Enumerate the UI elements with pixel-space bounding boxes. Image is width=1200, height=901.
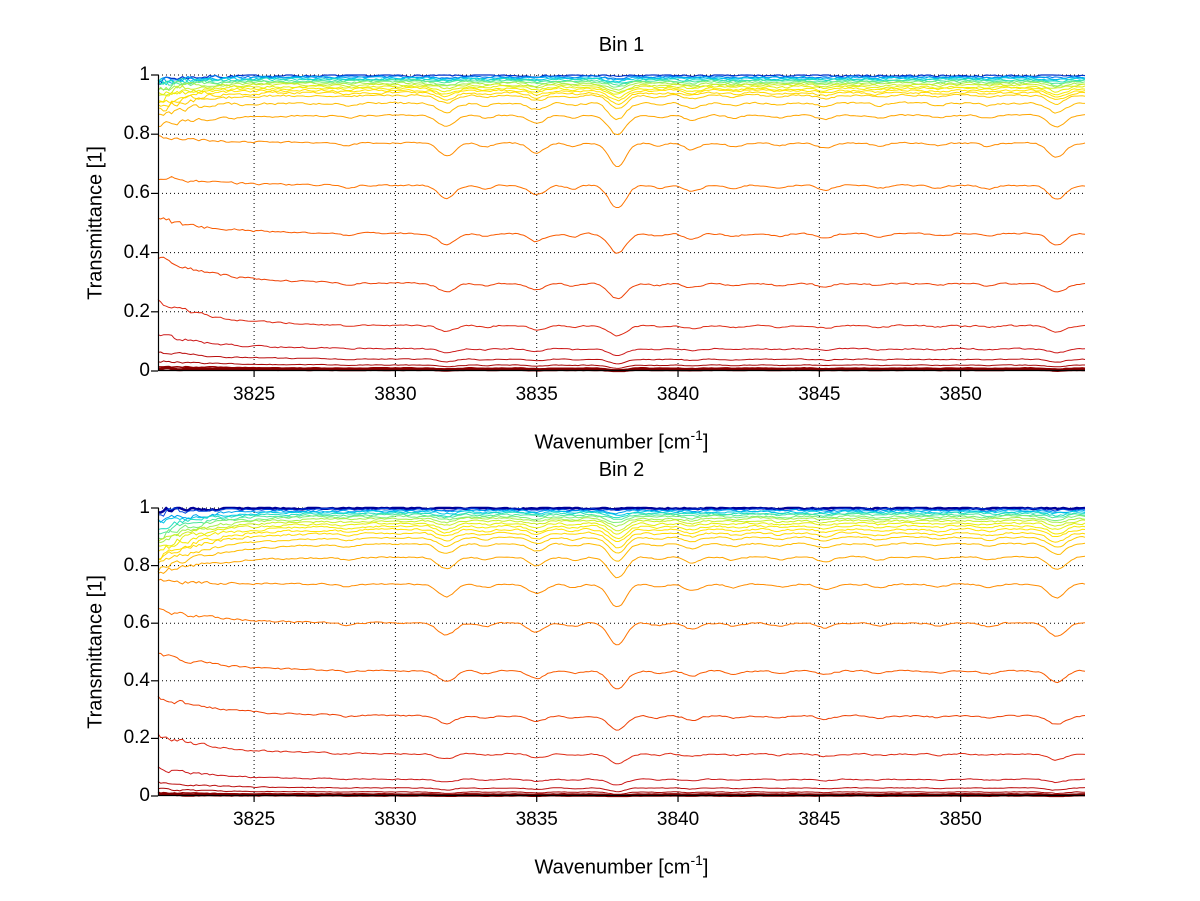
spectrum-curve xyxy=(157,507,1086,517)
spectrum-curve xyxy=(157,77,1086,85)
subplot1-x-axis-label: Wavenumber [cm-1] xyxy=(158,424,1085,455)
spectrum-curve xyxy=(157,101,1086,121)
subplot2-x-axis-label: Wavenumber [cm-1] xyxy=(158,849,1085,880)
spectrum-curve xyxy=(157,256,1086,300)
spectrum-curve xyxy=(157,510,1086,524)
y-tick-label: 0.8 xyxy=(123,554,150,576)
spectrum-curve xyxy=(157,86,1086,103)
spectrum-curve xyxy=(157,84,1086,96)
spectrum-curve xyxy=(157,299,1086,337)
y-tick-label: 0.2 xyxy=(123,300,150,322)
spectrum-curve xyxy=(157,176,1086,208)
subplot2-plot-area xyxy=(151,506,1086,802)
x-tick-label: 3835 xyxy=(515,809,558,830)
y-tick-label: 1 xyxy=(139,64,150,85)
spectrum-curve xyxy=(157,74,1086,85)
subplot2-x-label-close: ] xyxy=(702,856,709,879)
x-tick-label: 3850 xyxy=(939,384,982,405)
x-tick-label: 3840 xyxy=(656,384,700,405)
spectrum-curve xyxy=(157,536,1086,564)
spectrum-curve xyxy=(157,75,1086,85)
spectrum-curve xyxy=(157,135,1086,167)
x-tick-label: 3850 xyxy=(939,809,982,830)
x-tick-label: 3840 xyxy=(656,809,700,830)
spectrum-curve xyxy=(157,652,1086,690)
x-tick-label: 3830 xyxy=(374,384,417,405)
spectrum-curve xyxy=(157,514,1086,540)
spectrum-curve xyxy=(157,787,1086,795)
x-tick-label: 3845 xyxy=(798,384,841,405)
x-tick-label: 3845 xyxy=(798,809,841,830)
subplot1-y-axis-label: Transmittance [1] xyxy=(84,146,107,300)
spectrum-curve xyxy=(157,217,1086,254)
spectrum-curve xyxy=(157,766,1086,786)
spectrum-curve xyxy=(157,555,1086,579)
spectrum-curve xyxy=(157,351,1086,365)
y-tick-label: 0.6 xyxy=(123,612,150,634)
subplot2-x-label-sup: -1 xyxy=(690,852,703,868)
x-tick-label: 3825 xyxy=(232,809,276,830)
subplot2-y-axis-label: Transmittance [1] xyxy=(84,575,107,729)
spectrum-curve xyxy=(157,360,1085,369)
y-tick-label: 0.6 xyxy=(123,182,150,204)
spectrum-curve xyxy=(157,531,1086,560)
spectrum-curve xyxy=(157,516,1086,543)
spectrum-curve xyxy=(158,521,1086,547)
x-tick-label: 3825 xyxy=(232,384,276,405)
spectrum-curve xyxy=(157,524,1086,553)
subplot2-title: Bin 2 xyxy=(598,459,645,481)
spectrum-curve xyxy=(157,527,1086,561)
subplot2-x-label-text: Wavenumber [cm xyxy=(534,856,691,879)
spectrum-curve xyxy=(157,508,1086,523)
subplot1-x-label-close: ] xyxy=(702,431,709,454)
y-tick-label: 0.4 xyxy=(123,669,150,691)
spectrum-curve xyxy=(157,93,1086,112)
y-tick-label: 0 xyxy=(139,360,150,381)
x-tick-label: 3830 xyxy=(374,809,417,830)
subplot1-x-label-sup: -1 xyxy=(690,427,703,443)
subplot1-title: Bin 1 xyxy=(598,34,645,56)
spectrum-curve xyxy=(157,519,1086,542)
y-tick-label: 0.8 xyxy=(123,123,150,145)
y-tick-label: 1 xyxy=(139,497,150,518)
spectrum-curve xyxy=(157,511,1086,531)
spectrum-curve xyxy=(157,607,1086,646)
spectrum-curve xyxy=(157,80,1086,91)
x-tick-label: 3835 xyxy=(515,384,558,405)
y-tick-label: 0 xyxy=(139,785,150,806)
spectrum-curve xyxy=(157,91,1086,108)
spectrum-curve xyxy=(157,695,1086,731)
spectrum-curve xyxy=(157,733,1086,765)
spectrum-curve xyxy=(157,542,1086,573)
spectrum-curve xyxy=(157,781,1086,793)
subplot1-plot-area xyxy=(151,74,1086,377)
spectrum-curve xyxy=(157,578,1086,608)
spectrum-curve xyxy=(157,113,1086,136)
spectrum-curve xyxy=(157,506,1086,514)
spectrum-curve xyxy=(157,88,1086,104)
subplot1-x-label-text: Wavenumber [cm xyxy=(534,431,691,454)
y-tick-label: 0.4 xyxy=(123,241,150,263)
spectrum-curve xyxy=(157,334,1086,356)
y-tick-label: 0.2 xyxy=(123,727,150,749)
